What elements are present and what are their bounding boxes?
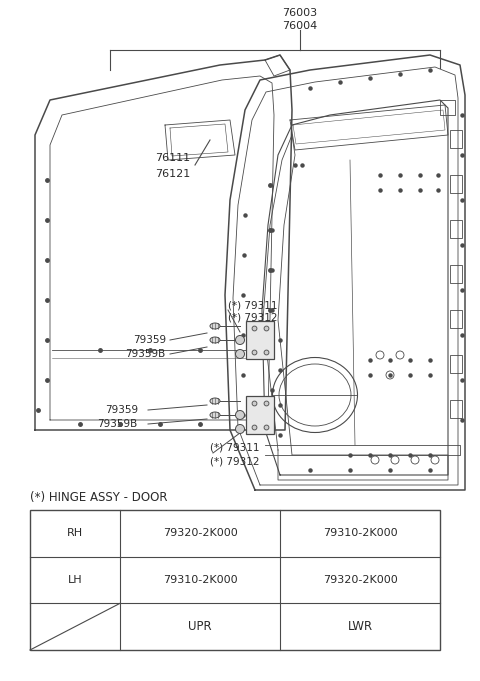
Text: 79310-2K000: 79310-2K000 — [323, 528, 397, 539]
Text: (*) 79312: (*) 79312 — [210, 456, 260, 466]
Bar — [450, 130, 462, 148]
Text: (*) 79311: (*) 79311 — [228, 300, 277, 310]
Bar — [246, 396, 274, 434]
Bar — [246, 321, 274, 359]
Text: 79310-2K000: 79310-2K000 — [163, 575, 237, 585]
Text: LH: LH — [68, 575, 82, 585]
Text: 79359B: 79359B — [125, 349, 165, 359]
Ellipse shape — [210, 323, 220, 329]
Text: (*) 79312: (*) 79312 — [228, 313, 277, 323]
Bar — [450, 265, 462, 283]
Text: 79359: 79359 — [133, 335, 166, 345]
Bar — [450, 310, 462, 328]
Text: RH: RH — [67, 528, 83, 539]
Ellipse shape — [210, 398, 220, 404]
Text: LWR: LWR — [348, 620, 372, 633]
Text: (*) 79311: (*) 79311 — [210, 443, 260, 453]
Ellipse shape — [236, 411, 244, 419]
Text: 76004: 76004 — [282, 21, 318, 31]
Bar — [30, 510, 440, 650]
Text: 76121: 76121 — [155, 169, 190, 179]
Text: (*) HINGE ASSY - DOOR: (*) HINGE ASSY - DOOR — [30, 492, 168, 505]
Ellipse shape — [236, 336, 244, 345]
Text: 79320-2K000: 79320-2K000 — [323, 575, 397, 585]
Text: UPR: UPR — [188, 620, 212, 633]
Text: 79359B: 79359B — [97, 419, 137, 429]
Bar — [450, 400, 462, 418]
Text: 79320-2K000: 79320-2K000 — [163, 528, 238, 539]
Ellipse shape — [210, 412, 220, 418]
Text: 76111: 76111 — [155, 153, 190, 163]
Text: 79359: 79359 — [105, 405, 138, 415]
Bar — [450, 175, 462, 193]
Ellipse shape — [236, 349, 244, 358]
Ellipse shape — [236, 424, 244, 434]
Bar — [450, 220, 462, 238]
Bar — [450, 355, 462, 373]
Text: 76003: 76003 — [282, 8, 318, 18]
Ellipse shape — [210, 337, 220, 343]
